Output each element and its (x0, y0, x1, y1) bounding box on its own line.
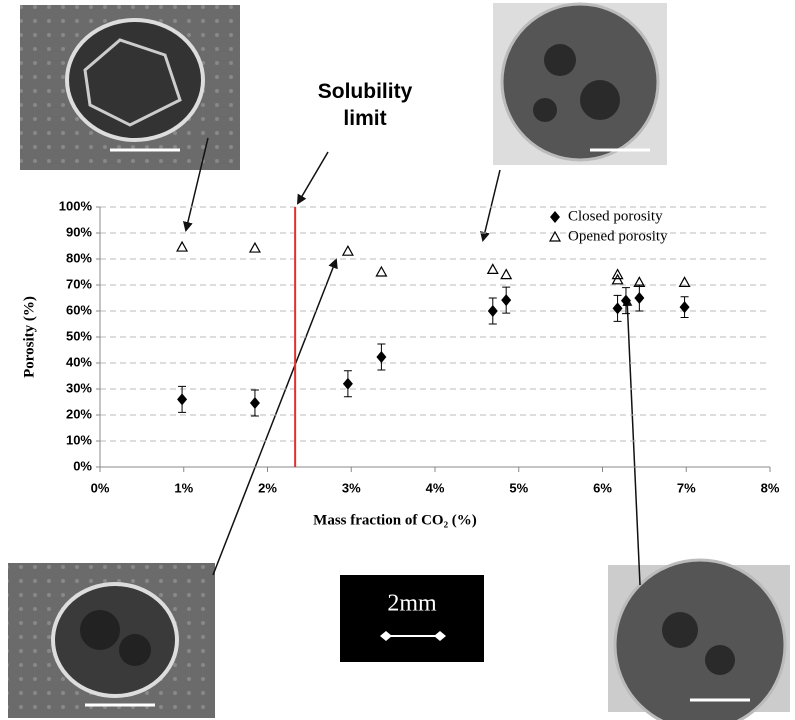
data-point (678, 276, 691, 287)
plot: 0% 10% 20% 30% 40% 50% 60% 70% 80% 90% 100% 0% 1% 2% 3… (59, 198, 780, 495)
y-tick-label: 60% (66, 302, 92, 317)
legend-marker (548, 230, 562, 242)
x-tick-label: 4% (426, 480, 445, 495)
x-tick-label: 1% (174, 480, 193, 495)
data-point (500, 268, 513, 280)
data-point (679, 301, 690, 314)
data-point (611, 273, 624, 285)
data-point (611, 268, 624, 280)
data-point (633, 276, 646, 287)
y-tick-label: 100% (59, 198, 93, 213)
scale-label: 2mm (387, 591, 437, 617)
data-point (486, 263, 499, 274)
x-tick-label: 2% (258, 480, 277, 495)
scale-box (340, 575, 484, 662)
y-tick-label: 30% (66, 380, 92, 395)
y-tick-label: 90% (66, 224, 92, 239)
arrow (480, 169, 501, 242)
arrow (212, 258, 338, 576)
data-point (341, 244, 354, 256)
sem-image (8, 563, 215, 718)
data-point (634, 292, 645, 304)
x-tick-label: 0% (91, 480, 110, 495)
annotation: Solubility limit (317, 80, 413, 130)
y-tick-label: 20% (66, 406, 92, 421)
data-point (342, 377, 353, 390)
data-point (375, 265, 388, 277)
x-axis-label: Mass fraction of CO₂ (%) (313, 512, 477, 528)
x-tick-label: 7% (677, 480, 696, 495)
y-tick-label: 0% (73, 458, 92, 473)
x-tick-label: 5% (509, 480, 528, 495)
data-point (249, 397, 260, 410)
legend-marker (550, 211, 560, 223)
data-point (487, 305, 498, 317)
scale-bar-ends (380, 631, 446, 641)
y-axis-label: Porosity (%) (21, 296, 37, 378)
sem-image (608, 558, 790, 720)
y-tick-label: 70% (66, 276, 92, 291)
y-tick-label: 10% (66, 432, 92, 447)
arrow (182, 137, 209, 232)
data-point (501, 294, 512, 307)
x-tick-label: 6% (593, 480, 612, 495)
legend-label: Opened porosity (568, 228, 668, 244)
data-point (177, 393, 188, 406)
y-tick-label: 40% (66, 354, 92, 369)
y-tick-label: 80% (66, 250, 92, 265)
data-point (176, 240, 189, 252)
sem-image (493, 2, 667, 165)
y-tick-label: 50% (66, 328, 92, 343)
data-point (248, 241, 261, 253)
x-tick-label: 8% (761, 480, 780, 495)
arrow (296, 151, 329, 205)
data-point (376, 351, 387, 364)
data-point (612, 302, 623, 315)
sem-image (20, 5, 240, 170)
data-point (620, 294, 631, 307)
x-tick-label: 3% (342, 480, 361, 495)
legend-label: Closed porosity (568, 208, 663, 224)
